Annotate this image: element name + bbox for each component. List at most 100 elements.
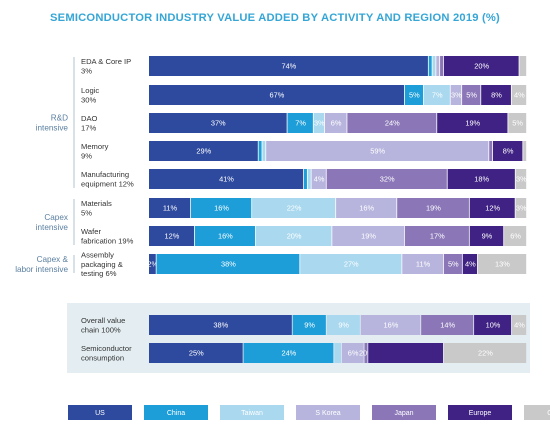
bar-segment-taiwan <box>423 85 450 105</box>
legend-label: China <box>167 410 185 417</box>
data-label: 67% <box>270 91 285 100</box>
data-label: 59% <box>370 147 385 156</box>
bar-segment-us <box>149 198 191 218</box>
bar-segment-s-korea <box>360 315 421 335</box>
legend-item: US <box>68 405 132 420</box>
data-label: 4% <box>314 175 325 184</box>
category-label: Overall value chain 100% <box>81 316 125 334</box>
bar-segment-taiwan <box>307 169 311 189</box>
data-label: 6% <box>348 349 359 358</box>
bar-segment-japan <box>421 315 474 335</box>
bar-segment-other <box>477 254 527 274</box>
bar-segment-japan <box>462 85 481 105</box>
legend: US China Taiwan S Korea Japan Europe Other <box>68 405 550 420</box>
bar-segment-china <box>287 113 313 133</box>
data-label: 32% <box>380 175 395 184</box>
data-label: 2% <box>147 260 158 269</box>
data-label: 29% <box>196 147 211 156</box>
legend-swatch <box>524 405 550 420</box>
bar-segment-taiwan <box>432 56 436 76</box>
bar-segment-europe <box>462 254 478 274</box>
bar-segment-japan <box>364 343 368 363</box>
legend-item: Europe <box>448 405 512 420</box>
bar-segment-s-korea <box>266 141 489 161</box>
bar-segment-china <box>258 141 262 161</box>
bar-row: 38% 9% 9% 16% 14% 10% 4% <box>149 315 527 335</box>
data-label: 16% <box>214 204 229 213</box>
data-label: 13% <box>495 260 510 269</box>
bar-segment-taiwan <box>255 226 332 246</box>
data-label: 12% <box>485 204 500 213</box>
bar-segment-s-korea <box>336 198 397 218</box>
bar-segment-us <box>149 113 287 133</box>
bar-segment-us <box>149 141 258 161</box>
bar-segment-s-korea <box>402 254 444 274</box>
data-label: 8% <box>491 91 502 100</box>
legend-swatch <box>68 405 132 420</box>
data-label: 11% <box>163 204 178 213</box>
data-label: 17% <box>430 232 445 241</box>
bar-segment-europe <box>481 85 511 105</box>
legend-item: S Korea <box>296 405 360 420</box>
bar-segment-us <box>149 85 405 105</box>
bar-segment-china <box>292 315 326 335</box>
legend-swatch <box>372 405 436 420</box>
data-label: 24% <box>385 119 400 128</box>
data-label: 3% <box>314 119 325 128</box>
bar-row: 25% 24% 6% 20% 22% <box>149 343 527 363</box>
bar-segment-other <box>523 141 527 161</box>
legend-label: Other <box>547 410 550 417</box>
data-label: 7% <box>432 91 443 100</box>
bar-segment-s-korea <box>332 226 405 246</box>
legend-swatch <box>144 405 208 420</box>
data-label: 16% <box>359 204 374 213</box>
bar-segment-japan <box>326 169 447 189</box>
bar-segment-china <box>156 254 300 274</box>
legend-item: Taiwan <box>220 405 284 420</box>
bar-row: 12% 16% 20% 19% 17% 9% 6% <box>149 226 527 246</box>
data-label: 19% <box>465 119 480 128</box>
bar-segment-us <box>149 169 304 189</box>
data-label: 12% <box>165 232 180 241</box>
row-labels: EDA & Core IP 3% Logic 30% DAO 17% Memory 9% Man… <box>81 57 134 362</box>
bar-segment-other <box>511 85 527 105</box>
category-label: Materials 5% <box>81 199 112 217</box>
category-label: Memory 9% <box>81 142 109 160</box>
bar-segment-s-korea <box>324 113 347 133</box>
legend-swatch <box>220 405 284 420</box>
category-label: Logic 30% <box>81 86 99 104</box>
bar-segment-s-korea <box>341 343 364 363</box>
data-label: 74% <box>281 62 296 71</box>
data-label: 6% <box>331 119 342 128</box>
bar-segment-china <box>194 226 256 246</box>
bar-segment-taiwan <box>262 141 266 161</box>
chart-title: SEMICONDUCTOR INDUSTRY VALUE ADDED BY AC… <box>50 12 500 24</box>
data-label: 3% <box>516 204 527 213</box>
bar-row: 74% 20% <box>149 56 527 76</box>
data-label: 4% <box>514 321 525 330</box>
legend-label: US <box>95 410 105 417</box>
data-label: 19% <box>426 204 441 213</box>
legend-label: S Korea <box>315 410 340 417</box>
bar-segment-us <box>149 315 292 335</box>
bar-segment-taiwan <box>326 315 360 335</box>
bar-segment-japan <box>443 254 462 274</box>
bar-segment-japan <box>440 56 444 76</box>
data-label: 5% <box>512 119 523 128</box>
bar-segment-taiwan <box>334 343 341 363</box>
bar-row: 11% 16% 22% 16% 19% 12% 3% <box>149 198 527 218</box>
bar-segment-china <box>404 85 424 105</box>
category-label: Assembly packaging & testing 6% <box>81 251 123 278</box>
data-label: 5% <box>409 91 420 100</box>
bar-segment-taiwan <box>313 113 325 133</box>
data-label: 4% <box>465 260 476 269</box>
bar-segment-other <box>504 226 527 246</box>
bar-segment-us <box>149 56 428 76</box>
legend-item: Japan <box>372 405 436 420</box>
category-label: Wafer fabrication 19% <box>81 227 134 245</box>
data-label: 25% <box>189 349 204 358</box>
data-label: 14% <box>440 321 455 330</box>
bar-segment-japan <box>489 141 493 161</box>
data-label: 10% <box>486 321 501 330</box>
